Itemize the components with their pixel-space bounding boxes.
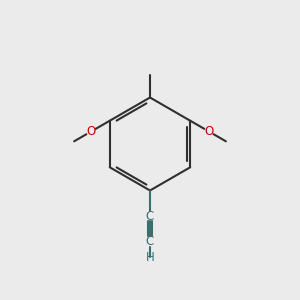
Text: H: H (146, 251, 154, 264)
Text: O: O (86, 125, 96, 138)
Text: C: C (146, 235, 154, 248)
Text: C: C (146, 209, 154, 223)
Text: O: O (204, 125, 214, 138)
